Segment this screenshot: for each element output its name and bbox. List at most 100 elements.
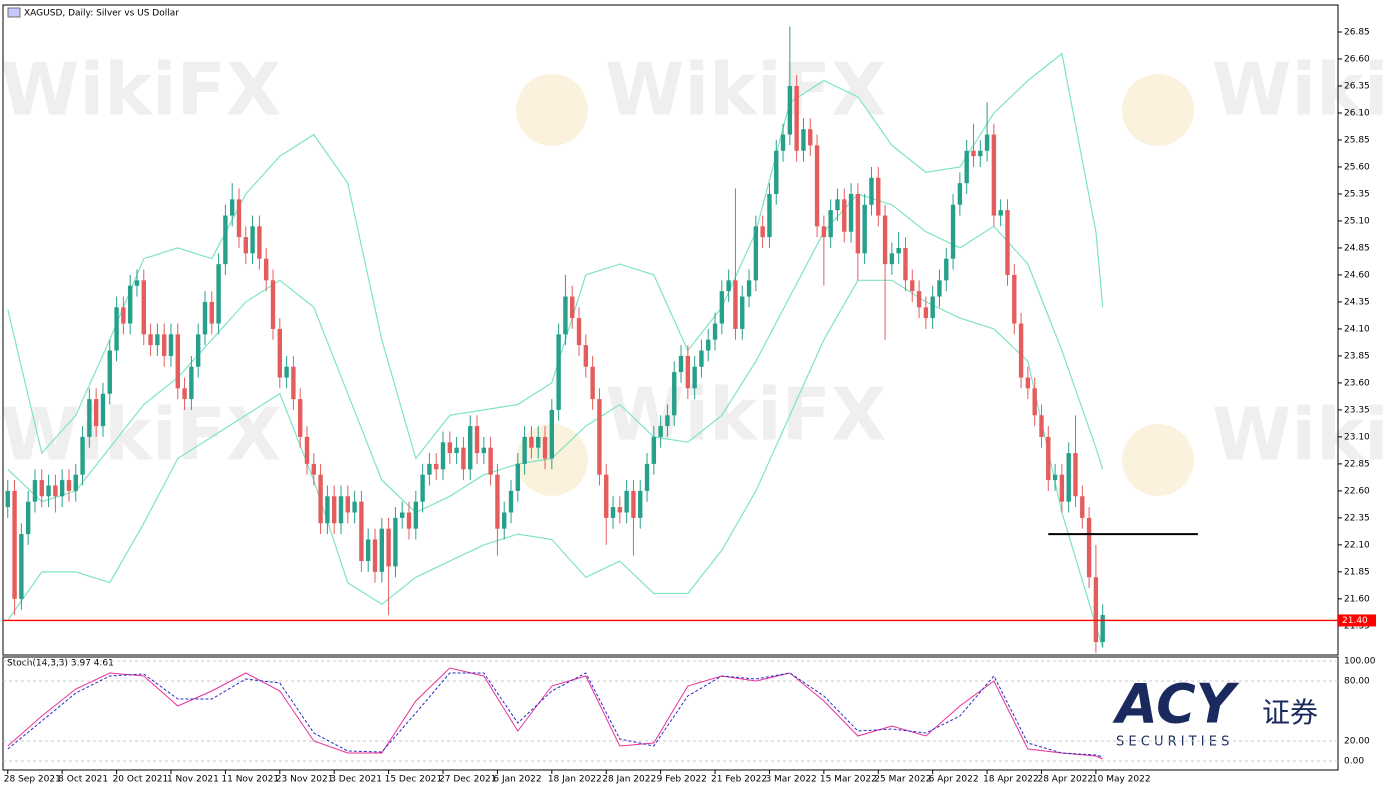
candle-body — [828, 210, 833, 238]
x-tick-label: 28 Jan 2022 — [602, 775, 656, 785]
candle-body — [1018, 323, 1024, 378]
candle-body — [87, 399, 92, 437]
x-tick-label: 3 Dec 2021 — [330, 775, 382, 785]
candle-body — [978, 150, 983, 157]
symbol-icon — [7, 7, 21, 18]
candle-body — [787, 85, 793, 135]
candle-body — [284, 366, 289, 378]
candle-body — [461, 447, 466, 470]
candle-body — [400, 512, 405, 518]
x-tick-label: 21 Feb 2022 — [711, 775, 767, 785]
candle-body — [182, 388, 187, 400]
candle-body — [209, 301, 214, 324]
y-tick-label: 24.10 — [1344, 324, 1370, 334]
candle-body — [32, 480, 38, 502]
x-tick-label: 18 Jan 2022 — [548, 775, 602, 785]
candle-body — [583, 345, 589, 367]
candle-body — [107, 350, 112, 394]
stoch-label: Stoch(14,3,3) 3.97 4.61 — [7, 659, 114, 669]
candle-body — [753, 226, 759, 281]
candle-body — [216, 264, 221, 324]
y-tick-label: 0.00 — [1344, 757, 1364, 767]
candle-body — [624, 490, 629, 513]
watermark-icon — [516, 74, 588, 146]
candle-body — [597, 399, 602, 475]
candle-body — [1093, 577, 1099, 643]
candle-body — [712, 323, 718, 340]
candle-body — [937, 280, 942, 297]
candle-body — [481, 447, 487, 454]
bollinger-lower — [7, 279, 1104, 648]
candle-body — [801, 129, 806, 151]
candle-body — [835, 199, 840, 211]
candle-body — [726, 280, 731, 292]
candle-body — [59, 480, 65, 497]
chart-title: XAGUSD, Daily: Silver vs US Dollar — [24, 9, 179, 19]
candle-body — [760, 226, 765, 238]
candle-body — [957, 183, 963, 205]
candle-body — [998, 210, 1003, 216]
candle-body — [678, 355, 684, 373]
candle-body — [291, 366, 296, 400]
y-tick-label: 20.00 — [1344, 737, 1370, 747]
candle-body — [311, 463, 316, 475]
y-tick-label: 100.00 — [1344, 657, 1376, 667]
y-tick-label: 24.85 — [1344, 243, 1370, 253]
candle-body — [950, 204, 956, 259]
candle-body — [910, 280, 915, 292]
candle-body — [862, 204, 867, 254]
candle-body — [876, 177, 881, 216]
candle-body — [236, 199, 242, 238]
candle-body — [991, 134, 997, 216]
stoch-line — [7, 667, 1103, 760]
logo: ACY 证券 S E C U R I T I E S — [1112, 673, 1318, 750]
candle-body — [869, 177, 874, 205]
candle-body — [1032, 388, 1037, 416]
candle-body — [359, 501, 364, 562]
candle-body — [304, 436, 310, 464]
candle-body — [420, 474, 425, 502]
x-tick-label: 28 Sep 2021 — [4, 775, 61, 785]
x-tick-label: 27 Dec 2021 — [439, 775, 497, 785]
candle-body — [502, 512, 507, 529]
candle-body — [127, 285, 133, 324]
y-tick-label: 23.10 — [1344, 432, 1370, 442]
price-label-box — [1338, 614, 1376, 627]
candle-body — [440, 442, 446, 470]
logo-tagline: S E C U R I T I E S — [1116, 735, 1229, 750]
y-tick-label: 22.60 — [1344, 486, 1370, 496]
candle-body — [610, 507, 616, 518]
candle-body — [644, 463, 650, 491]
candle-body — [1066, 453, 1071, 502]
candle-body — [821, 226, 827, 238]
candle-body — [386, 528, 391, 567]
candle-body — [699, 350, 704, 367]
candle-body — [73, 474, 78, 491]
candle-body — [1039, 415, 1044, 437]
candle-body — [808, 129, 813, 146]
candle-body — [270, 280, 276, 329]
candle-body — [338, 496, 344, 524]
candle-body — [570, 296, 575, 319]
watermark: WikiFX — [0, 48, 281, 132]
candle-body — [393, 517, 398, 567]
y-tick-label: 26.10 — [1344, 108, 1370, 118]
candle-body — [889, 253, 895, 265]
candle-body — [1080, 496, 1085, 518]
y-tick-label: 25.35 — [1344, 189, 1370, 199]
x-tick-label: 15 Dec 2021 — [385, 775, 443, 785]
candle-body — [1005, 210, 1010, 275]
candle-body — [5, 490, 10, 508]
watermarks: WikiFX WikiFX WikiFX WikiFX WikiFX WikiF… — [0, 48, 1386, 496]
candle-body — [746, 280, 752, 297]
candle-body — [243, 237, 248, 254]
y-tick-label: 25.10 — [1344, 216, 1370, 226]
candle-body — [1086, 517, 1092, 578]
candle-body — [508, 490, 514, 513]
y-tick-label: 23.60 — [1344, 378, 1370, 388]
y-tick-label: 22.10 — [1344, 540, 1370, 550]
candle-body — [515, 463, 521, 491]
candle-body — [413, 501, 419, 529]
x-tick-label: 1 Nov 2021 — [167, 775, 219, 785]
candle-body — [93, 399, 99, 427]
